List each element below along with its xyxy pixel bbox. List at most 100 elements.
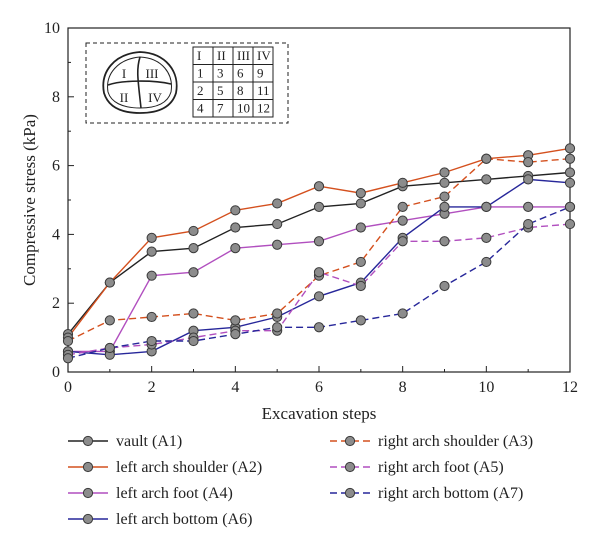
legend-marker-1 xyxy=(82,461,94,473)
table-cell-0-3: IV xyxy=(257,48,271,63)
x-tick-label-1: 2 xyxy=(148,379,156,396)
tunnel-section-diagram: I III II IV xyxy=(102,51,178,114)
data-point-s5-10 xyxy=(481,232,492,243)
data-point-s5-9 xyxy=(439,236,450,247)
table-cell-3-3: 12 xyxy=(257,101,270,116)
series-line-6 xyxy=(67,206,571,359)
data-point-s1-1 xyxy=(104,277,115,288)
table-cell-2-1: 5 xyxy=(217,83,224,98)
sequence-table: I II III IV1 3 6 92 5 8 114 7 10 12 xyxy=(192,46,274,118)
data-point-s1-5 xyxy=(272,198,283,209)
y-tick-label-4: 8 xyxy=(52,89,60,106)
data-point-s4-7 xyxy=(355,256,366,268)
legend: vault (A1) left arch shoulder (A2) left ar… xyxy=(68,433,533,528)
x-axis-label: Excavation steps xyxy=(262,404,377,423)
table-cell-2-3: 11 xyxy=(257,83,270,98)
y-tick-label-0: 0 xyxy=(52,364,60,381)
data-point-s3-9 xyxy=(439,201,450,212)
table-cell-2-0: 2 xyxy=(197,83,204,98)
y-tick-label-3: 6 xyxy=(52,158,60,175)
y-axis-label: Compressive stress (kPa) xyxy=(20,114,39,286)
table-cell-1-3: 9 xyxy=(257,66,264,81)
legend-label-6: right arch bottom (A7) xyxy=(378,485,523,502)
data-point-s6-4 xyxy=(230,329,241,340)
section-label-3: II xyxy=(120,90,129,105)
data-point-s5-6 xyxy=(313,267,325,278)
data-point-s6-7 xyxy=(355,315,366,326)
table-cell-1-2: 6 xyxy=(237,66,244,81)
data-point-s4-10 xyxy=(481,153,492,164)
series-line-0 xyxy=(67,171,571,335)
data-point-s4-2 xyxy=(146,311,157,323)
data-point-s4-9 xyxy=(439,191,450,202)
data-point-s6-6 xyxy=(313,322,325,333)
data-point-s0-2 xyxy=(146,246,157,257)
legend-marker-5 xyxy=(344,461,356,473)
table-cell-1-0: 1 xyxy=(197,66,204,81)
y-axis-ticks: 0 2 4 6 8 10 xyxy=(44,20,74,381)
data-point-s6-12 xyxy=(564,201,576,212)
data-point-s4-1 xyxy=(104,315,115,326)
legend-marker-4 xyxy=(344,435,356,447)
legend-marker-2 xyxy=(82,487,94,499)
data-point-s1-7 xyxy=(355,188,366,199)
legend-label-1: left arch shoulder (A2) xyxy=(116,459,262,476)
data-point-s6-9 xyxy=(439,280,450,292)
x-tick-label-4: 8 xyxy=(399,379,407,396)
x-tick-label-2: 4 xyxy=(231,379,239,396)
y-tick-label-1: 2 xyxy=(52,295,60,312)
data-point-s1-8 xyxy=(397,177,408,188)
legend-label-5: right arch foot (A5) xyxy=(378,459,504,476)
legend-label-4: right arch shoulder (A3) xyxy=(378,433,533,450)
data-point-s0-5 xyxy=(272,218,283,230)
data-point-s0-7 xyxy=(355,198,366,209)
data-point-s2-2 xyxy=(146,270,157,281)
data-point-s1-4 xyxy=(230,205,241,216)
x-tick-label-6: 12 xyxy=(562,379,578,396)
table-cell-3-2: 10 xyxy=(237,101,250,116)
legend-label-3: left arch bottom (A6) xyxy=(116,511,252,528)
data-point-s2-7 xyxy=(355,222,366,233)
table-cell-2-2: 8 xyxy=(237,83,244,98)
data-point-s4-8 xyxy=(397,201,408,212)
data-point-s2-8 xyxy=(397,215,408,226)
section-label-1: I xyxy=(122,66,126,81)
legend-label-2: left arch foot (A4) xyxy=(116,485,233,502)
data-point-s6-8 xyxy=(397,308,408,319)
legend-label-0: vault (A1) xyxy=(116,433,182,450)
data-point-s3-6 xyxy=(313,291,325,302)
data-point-s3-11 xyxy=(523,174,534,185)
data-point-s6-11 xyxy=(523,218,534,230)
data-point-s5-8 xyxy=(397,236,408,247)
y-tick-label-2: 4 xyxy=(52,226,60,243)
x-tick-label-3: 6 xyxy=(315,379,323,396)
data-point-s4-5 xyxy=(272,308,283,319)
data-point-s4-0 xyxy=(62,335,74,347)
x-tick-label-0: 0 xyxy=(64,379,72,396)
data-point-s6-5 xyxy=(272,322,283,333)
data-point-s2-5 xyxy=(272,239,283,250)
data-point-s2-3 xyxy=(188,267,199,278)
section-label-2: III xyxy=(146,66,159,81)
data-point-s4-11 xyxy=(523,157,534,168)
data-point-s1-6 xyxy=(313,181,325,192)
legend-marker-6 xyxy=(344,487,356,499)
data-point-s0-3 xyxy=(188,243,199,254)
data-point-s2-4 xyxy=(230,243,241,254)
inset: I III II IV I II III IV1 3 6 92 5 8 114 7 10 12 xyxy=(85,42,289,124)
data-point-s3-12 xyxy=(564,177,576,188)
data-point-s0-4 xyxy=(230,222,241,233)
data-point-s4-4 xyxy=(230,315,241,326)
table-cell-0-2: III xyxy=(237,48,250,63)
data-point-s6-2 xyxy=(146,335,157,347)
data-point-s6-3 xyxy=(188,335,199,347)
data-point-s0-9 xyxy=(439,177,450,188)
data-point-s1-3 xyxy=(188,225,199,237)
table-cell-0-1: II xyxy=(217,48,226,63)
table-cell-0-0: I xyxy=(197,48,201,63)
data-point-s5-12 xyxy=(564,218,576,230)
data-point-s6-1 xyxy=(104,342,115,354)
legend-marker-0 xyxy=(82,435,94,447)
data-point-s5-7 xyxy=(355,280,366,292)
